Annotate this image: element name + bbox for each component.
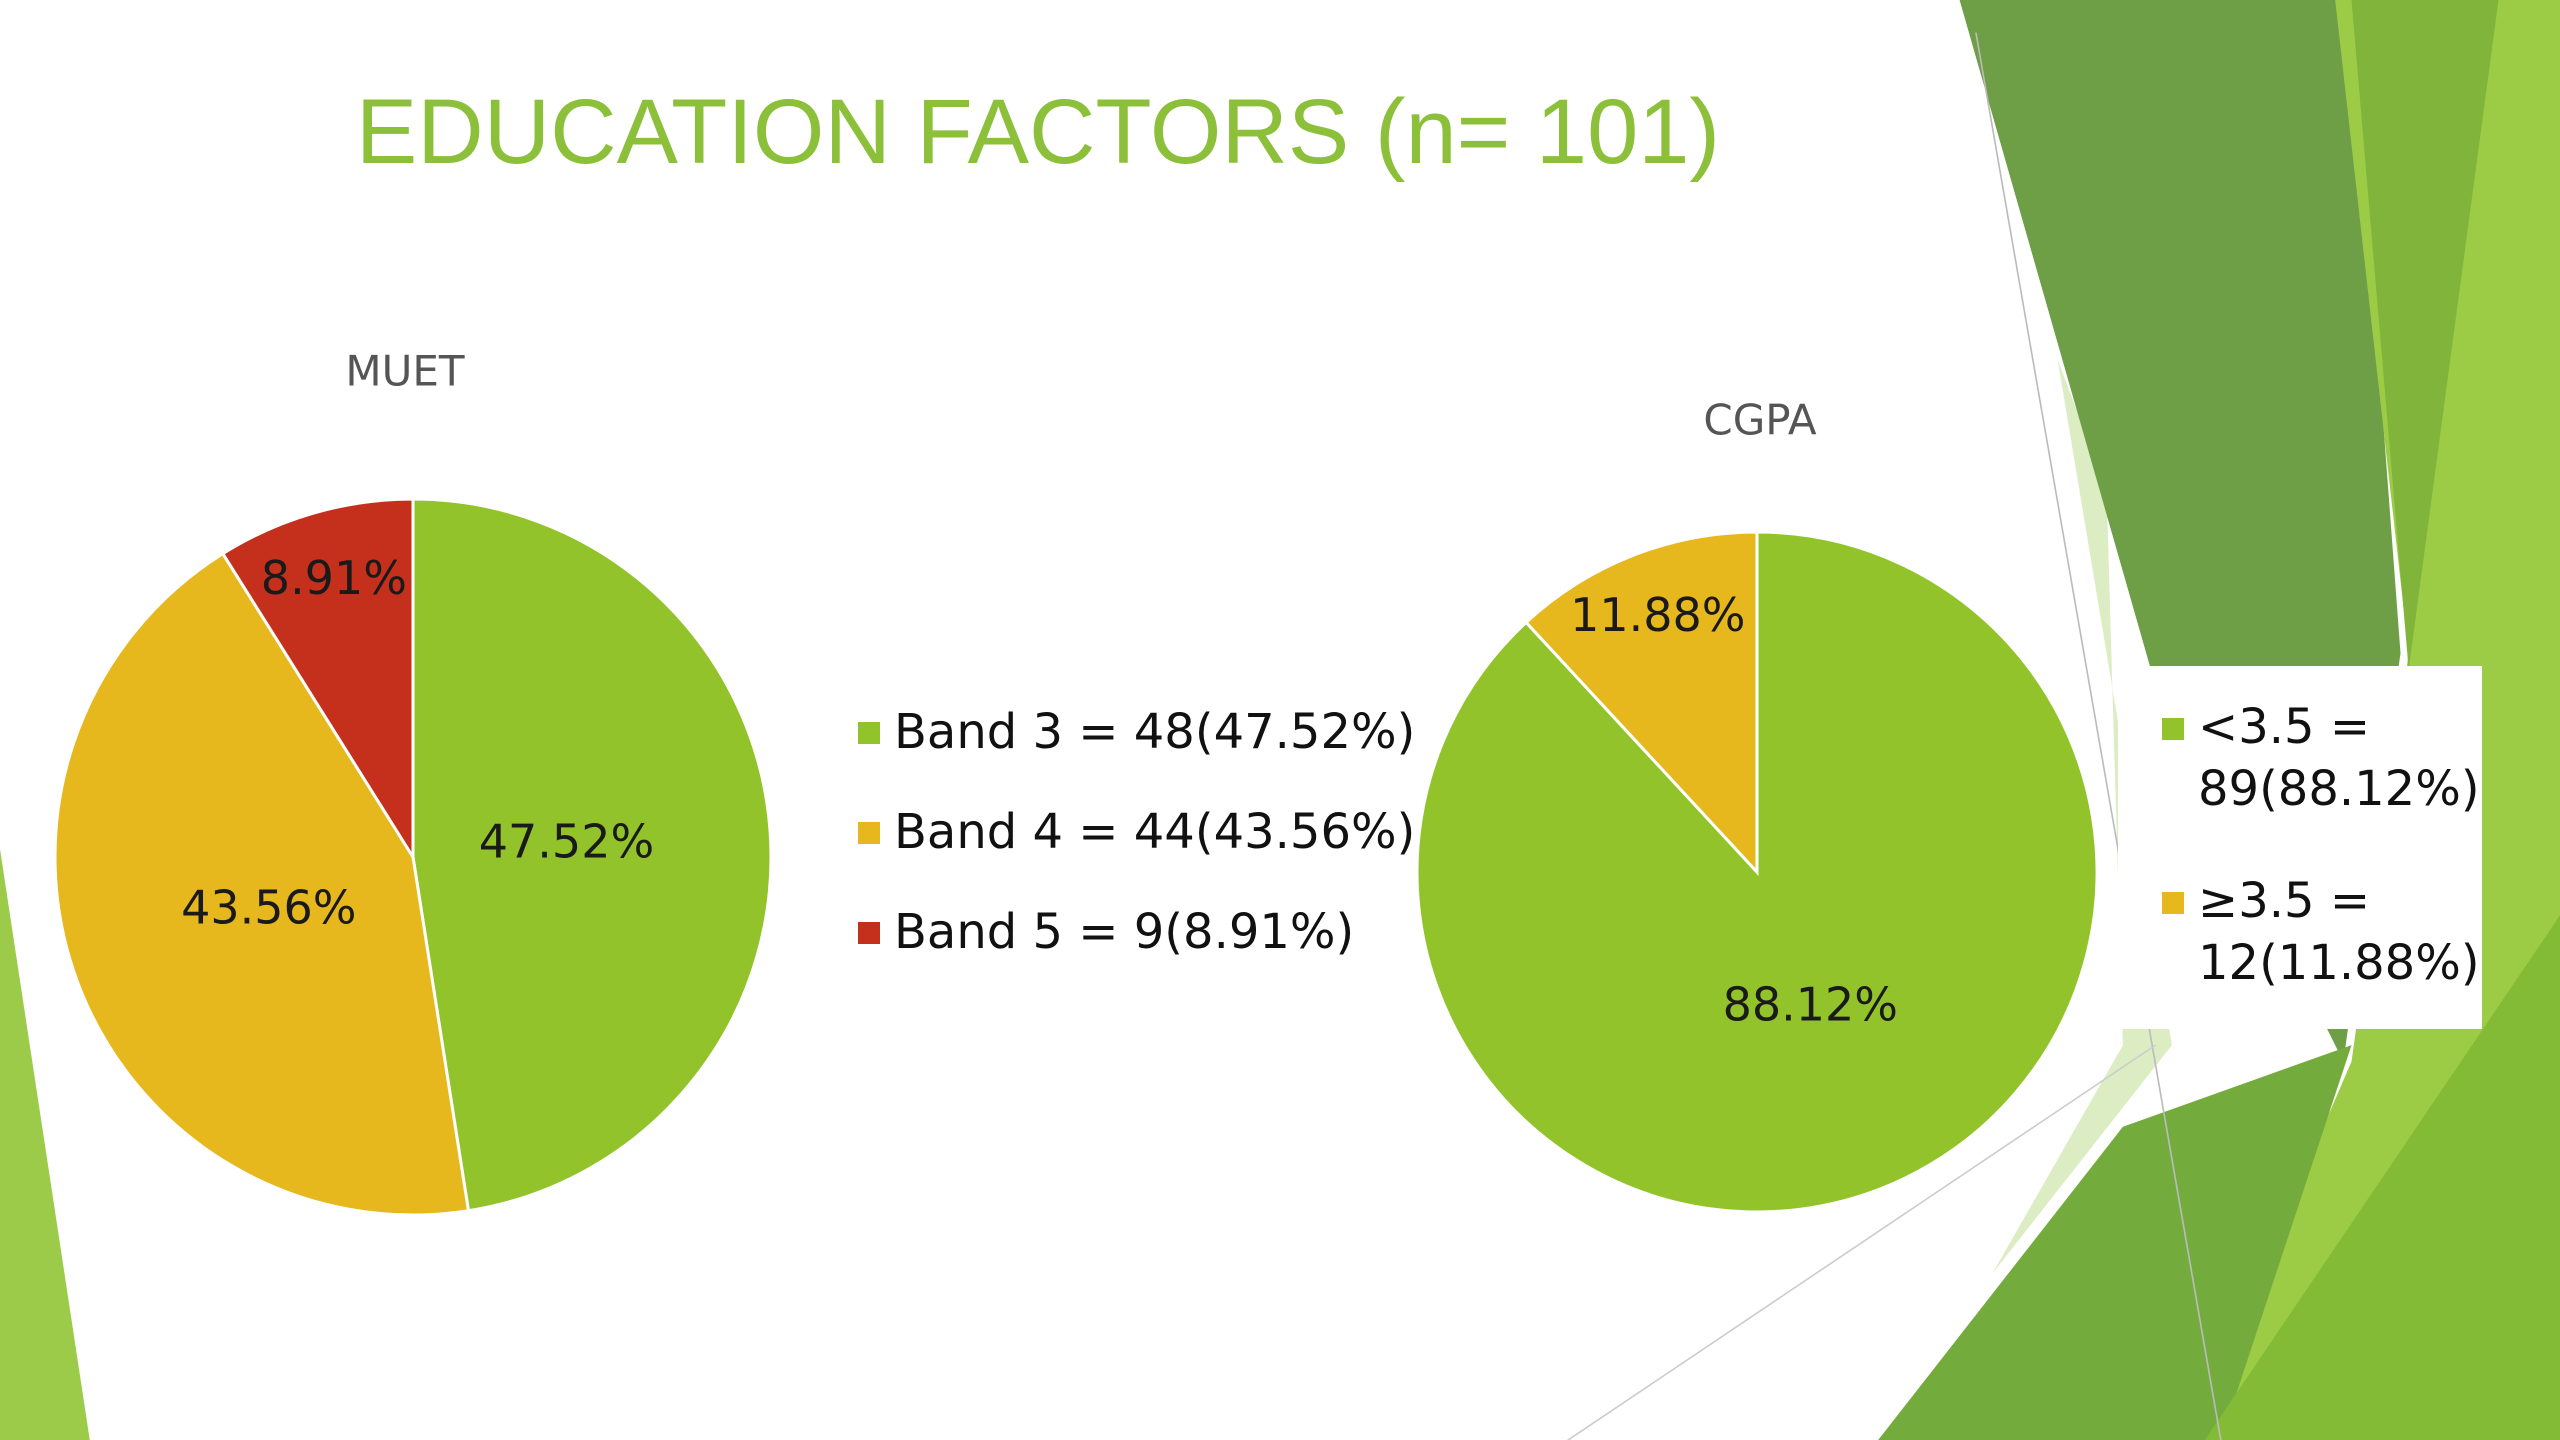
legend: <3.5 = 89(88.12%) ≥3.5 = 12(11.88%) [2118, 666, 2482, 1029]
legend-label: <3.5 = 89(88.12%) [2198, 699, 2480, 817]
pie-slice [1524, 530, 1759, 876]
deco-shape [2351, 0, 2499, 670]
pie-slice [53, 551, 471, 1217]
data-label: 88.12% [1723, 978, 1898, 1032]
legend-item: Band 3 = 48(47.52%) [858, 704, 1415, 804]
chart-title: CGPA [1703, 396, 1817, 445]
deco-shape [1878, 1045, 2352, 1440]
legend-item: Band 4 = 44(43.56%) [858, 804, 1415, 904]
deco-shape [2204, 915, 2560, 1440]
legend-item: ≥3.5 = 12(11.88%) [2162, 870, 2480, 994]
data-label: 43.56% [181, 880, 356, 934]
legend-swatch [858, 922, 880, 944]
legend-item: <3.5 = 89(88.12%) [2162, 696, 2480, 820]
deco-shape [1992, 359, 2172, 1274]
deco-line [1975, 32, 2222, 1440]
legend-label: Band 5 = 9(8.91%) [894, 904, 1355, 960]
data-label: 47.52% [479, 815, 654, 869]
deco-line [1567, 1044, 2157, 1440]
legend-label: Band 4 = 44(43.56%) [894, 804, 1416, 860]
legend: Band 3 = 48(47.52%) Band 4 = 44(43.56%) Ba… [858, 704, 1415, 1004]
legend-swatch [2162, 718, 2184, 740]
legend-label: Band 3 = 48(47.52%) [894, 704, 1416, 760]
legend-swatch [858, 822, 880, 844]
pie-slice [411, 497, 773, 1213]
legend-label: ≥3.5 = 12(11.88%) [2198, 873, 2480, 991]
data-label: 11.88% [1570, 588, 1745, 642]
chart-title: MUET [345, 347, 465, 396]
legend-swatch [858, 722, 880, 744]
data-label: 8.91% [261, 551, 407, 605]
legend-swatch [2162, 892, 2184, 914]
slide-title: EDUCATION FACTORS (n= 101) [355, 81, 1721, 183]
legend-item: Band 5 = 9(8.91%) [858, 904, 1415, 1004]
pie-slice [220, 497, 415, 863]
